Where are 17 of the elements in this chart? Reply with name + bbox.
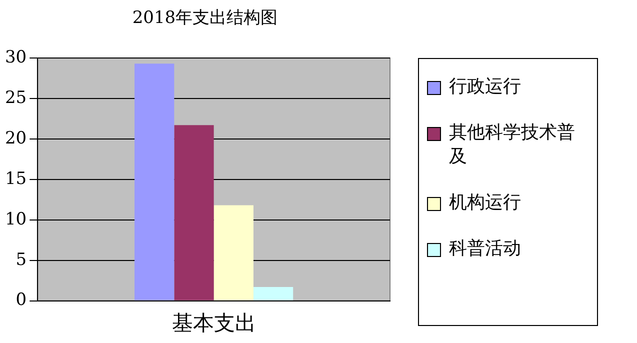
y-tick-label: 10 [4,209,27,230]
y-tick-label: 30 [4,47,27,68]
legend-label: 科普活动 [449,237,521,261]
bar [214,205,254,300]
bar [174,125,214,300]
y-tick-label: 0 [16,290,27,310]
y-tick-label: 15 [4,168,27,189]
y-tick-label: 25 [4,88,27,108]
legend-label: 行政运行 [449,75,521,99]
legend-label: 其他科学技术普及 [449,121,576,169]
bar [134,64,174,300]
x-tick-label: 基本支出 [172,310,256,335]
legend-label: 机构运行 [449,191,521,215]
bar [253,287,294,300]
chart-title: 2018年支出结构图 [131,7,279,29]
y-tick-label: 5 [16,250,27,270]
y-tick-label: 20 [4,128,27,148]
